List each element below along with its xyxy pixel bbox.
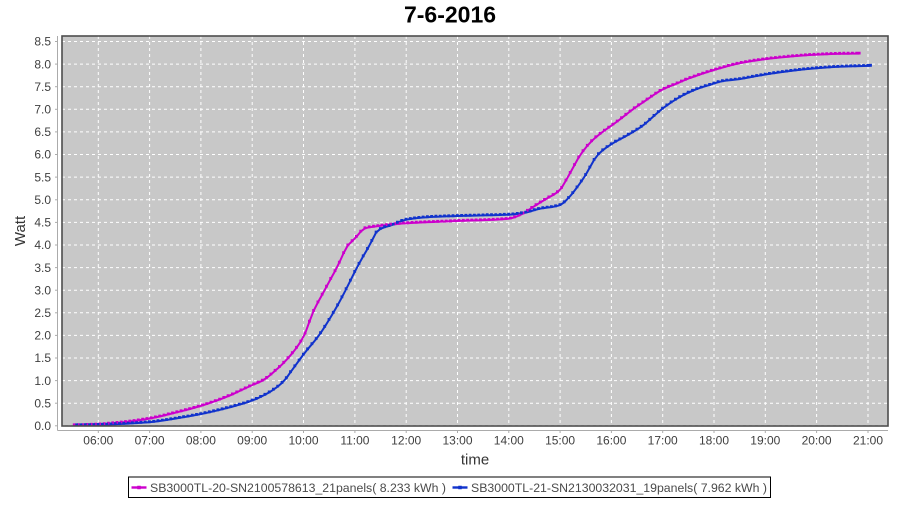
svg-text:3.5: 3.5	[34, 261, 51, 275]
svg-text:10:00: 10:00	[288, 434, 318, 448]
svg-text:7.5: 7.5	[34, 80, 51, 94]
svg-text:13:00: 13:00	[442, 434, 472, 448]
svg-text:0.5: 0.5	[34, 396, 51, 410]
svg-text:1.0: 1.0	[34, 374, 51, 388]
svg-text:6.0: 6.0	[34, 148, 51, 162]
svg-text:SB3000TL-20-SN2100578613_21pan: SB3000TL-20-SN2100578613_21panels( 8.233…	[150, 481, 446, 495]
svg-text:4.0: 4.0	[34, 238, 51, 252]
svg-text:09:00: 09:00	[237, 434, 267, 448]
svg-text:3.0: 3.0	[34, 283, 51, 297]
svg-text:4.5: 4.5	[34, 216, 51, 230]
svg-text:SB3000TL-21-SN2130032031_19pan: SB3000TL-21-SN2130032031_19panels( 7.962…	[471, 481, 767, 495]
svg-text:16:00: 16:00	[596, 434, 626, 448]
svg-text:2.5: 2.5	[34, 306, 51, 320]
svg-text:7-6-2016: 7-6-2016	[404, 2, 496, 28]
svg-text:07:00: 07:00	[135, 434, 165, 448]
svg-text:06:00: 06:00	[83, 434, 113, 448]
svg-text:20:00: 20:00	[802, 434, 832, 448]
svg-text:time: time	[461, 452, 489, 469]
svg-text:14:00: 14:00	[494, 434, 524, 448]
svg-text:17:00: 17:00	[648, 434, 678, 448]
svg-text:21:00: 21:00	[853, 434, 883, 448]
svg-text:8.0: 8.0	[34, 57, 51, 71]
svg-text:5.0: 5.0	[34, 193, 51, 207]
svg-text:6.5: 6.5	[34, 125, 51, 139]
svg-text:19:00: 19:00	[750, 434, 780, 448]
svg-text:1.5: 1.5	[34, 351, 51, 365]
svg-text:0.0: 0.0	[34, 419, 51, 433]
svg-text:12:00: 12:00	[391, 434, 421, 448]
svg-text:5.5: 5.5	[34, 170, 51, 184]
svg-text:7.0: 7.0	[34, 103, 51, 117]
svg-text:11:00: 11:00	[340, 434, 369, 448]
svg-text:8.5: 8.5	[34, 35, 51, 49]
svg-text:08:00: 08:00	[186, 434, 216, 448]
svg-text:15:00: 15:00	[545, 434, 575, 448]
svg-text:2.0: 2.0	[34, 329, 51, 343]
svg-text:18:00: 18:00	[699, 434, 729, 448]
svg-text:Watt: Watt	[12, 215, 29, 246]
